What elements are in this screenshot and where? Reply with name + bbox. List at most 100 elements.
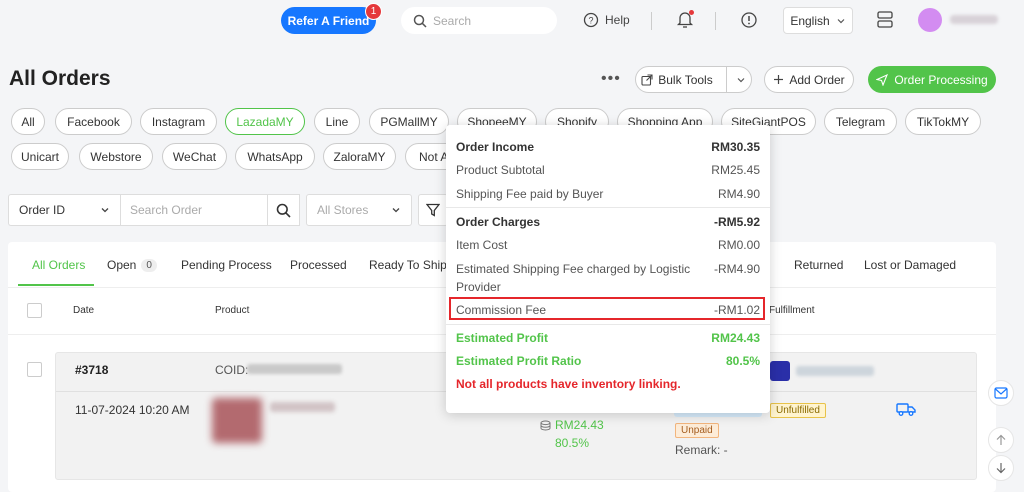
- user-avatar[interactable]: [918, 8, 942, 32]
- arrow-down-icon: [996, 463, 1006, 474]
- help-icon: ?: [583, 12, 599, 28]
- product-subtotal-row: Product Subtotal RM25.45: [456, 163, 760, 177]
- active-tab-indicator: [18, 284, 94, 286]
- order-income-value: RM30.35: [711, 140, 760, 154]
- coins-icon: [540, 420, 551, 430]
- mail-icon: [994, 387, 1008, 399]
- external-link-icon: [641, 73, 653, 86]
- search-field-select[interactable]: Order ID: [8, 194, 120, 226]
- channel-chip-wechat[interactable]: WeChat: [162, 143, 227, 170]
- bulk-tools-button[interactable]: Bulk Tools: [635, 66, 752, 93]
- global-search-input[interactable]: Search: [401, 7, 557, 34]
- product-thumbnail[interactable]: [212, 398, 262, 443]
- chevron-down-icon: [392, 208, 400, 213]
- channel-chip-all[interactable]: All: [11, 108, 45, 135]
- commission-fee-label: Commission Fee: [456, 303, 547, 317]
- tab-open[interactable]: Open 0: [107, 258, 157, 272]
- chevron-down-icon[interactable]: [736, 75, 746, 85]
- divider: [715, 12, 716, 30]
- order-id[interactable]: #3718: [75, 363, 109, 377]
- channel-chip-zaloramy[interactable]: ZaloraMY: [323, 143, 396, 170]
- channel-chip-whatsapp[interactable]: WhatsApp: [235, 143, 315, 170]
- chevron-down-icon: [101, 208, 109, 213]
- search-field-label: Order ID: [19, 203, 66, 217]
- fulfillment-status-badge: Unfulfilled: [770, 403, 826, 418]
- estimated-profit-row: Estimated Profit RM24.43: [456, 331, 760, 345]
- estimated-profit-value: RM24.43: [711, 331, 760, 345]
- estimated-profit-ratio-row: Estimated Profit Ratio 80.5%: [456, 354, 760, 368]
- shipping-buyer-value: RM4.90: [717, 187, 760, 201]
- channel-chip-tiktokmy[interactable]: TikTokMY: [905, 108, 981, 135]
- order-row-checkbox[interactable]: [27, 362, 42, 377]
- message-float-button[interactable]: [988, 380, 1014, 406]
- channel-chip-pgmallmy[interactable]: PGMallMY: [369, 108, 449, 135]
- refer-a-friend-button[interactable]: Refer A Friend: [281, 7, 376, 34]
- notification-bell-icon[interactable]: [676, 9, 694, 29]
- channel-chip-instagram[interactable]: Instagram: [140, 108, 217, 135]
- tab-all-orders[interactable]: All Orders: [32, 258, 85, 272]
- search-order-button[interactable]: [268, 194, 300, 226]
- tab-ready-to-ship[interactable]: Ready To Ship: [369, 258, 447, 272]
- select-all-checkbox[interactable]: [27, 303, 42, 318]
- item-cost-value: RM0.00: [717, 238, 760, 252]
- order-date: 11-07-2024 10:20 AM: [75, 403, 190, 417]
- order-charges-row: Order Charges -RM5.92: [456, 215, 760, 229]
- tab-label: Returned: [794, 258, 844, 272]
- server-icon[interactable]: [876, 10, 894, 30]
- order-charges-label: Order Charges: [456, 215, 541, 229]
- notification-dot: [689, 10, 694, 15]
- tab-label: Ready To Ship: [369, 258, 447, 272]
- channel-chip-line[interactable]: Line: [314, 108, 360, 135]
- column-header-date: Date: [73, 305, 95, 316]
- bulk-tools-label: Bulk Tools: [658, 72, 713, 87]
- channel-chip-unicart[interactable]: Unicart: [11, 143, 69, 170]
- channel-chip-lazadamy[interactable]: LazadaMY: [225, 108, 305, 135]
- tab-label: Processed: [290, 258, 347, 272]
- estimated-profit-ratio-value: 80.5%: [725, 354, 760, 368]
- tab-returned[interactable]: Returned: [794, 258, 843, 272]
- profit-breakdown-popover: Order Income RM30.35 Product Subtotal RM…: [446, 125, 770, 413]
- item-cost-label: Item Cost: [456, 238, 508, 252]
- divider: [446, 207, 770, 208]
- tab-pending-process[interactable]: Pending Process: [181, 258, 272, 272]
- search-icon: [413, 14, 427, 28]
- send-icon: [876, 73, 889, 86]
- estimated-shipping-label: Estimated Shipping Fee charged by Logist…: [456, 262, 691, 276]
- alert-circle-icon[interactable]: [740, 11, 758, 29]
- language-label: English: [790, 13, 830, 28]
- scroll-bottom-button[interactable]: [988, 455, 1014, 481]
- order-profit-value: RM24.43: [555, 418, 604, 432]
- search-order-placeholder: Search Order: [130, 203, 203, 217]
- divider: [651, 12, 652, 30]
- order-processing-button[interactable]: Order Processing: [868, 66, 996, 93]
- svg-text:?: ?: [588, 16, 593, 26]
- help-link[interactable]: ? Help: [583, 12, 630, 28]
- search-icon: [276, 203, 291, 218]
- add-order-button[interactable]: Add Order: [764, 66, 854, 93]
- global-search-placeholder: Search: [433, 13, 472, 28]
- tab-processed[interactable]: Processed: [290, 258, 347, 272]
- column-header-product: Product: [215, 305, 250, 316]
- filter-button[interactable]: [418, 194, 448, 226]
- channel-chip-facebook[interactable]: Facebook: [55, 108, 132, 135]
- search-order-input[interactable]: Search Order: [120, 194, 268, 226]
- truck-icon[interactable]: [896, 401, 916, 417]
- channel-chip-telegram[interactable]: Telegram: [824, 108, 897, 135]
- item-cost-row: Item Cost RM0.00: [456, 238, 760, 252]
- scroll-top-button[interactable]: [988, 427, 1014, 453]
- order-income-row: Order Income RM30.35: [456, 140, 760, 154]
- add-order-label: Add Order: [789, 72, 845, 87]
- tab-lost-or-damaged[interactable]: Lost or Damaged: [864, 258, 956, 272]
- commission-fee-row: Commission Fee -RM1.02: [456, 303, 760, 317]
- store-select[interactable]: All Stores: [306, 194, 412, 226]
- language-select[interactable]: English: [783, 7, 853, 34]
- inventory-warning: Not all products have inventory linking.: [456, 377, 681, 391]
- plus-icon: [774, 75, 784, 84]
- channel-chip-webstore[interactable]: Webstore: [79, 143, 153, 170]
- order-remark: Remark: -: [675, 443, 728, 457]
- more-options-button[interactable]: •••: [601, 70, 621, 87]
- order-profit[interactable]: RM24.43: [540, 418, 604, 432]
- top-bar: Refer A Friend 1 Search ? Help English: [0, 0, 1024, 40]
- store-logo: [770, 361, 790, 381]
- commission-highlight-box: [449, 297, 765, 320]
